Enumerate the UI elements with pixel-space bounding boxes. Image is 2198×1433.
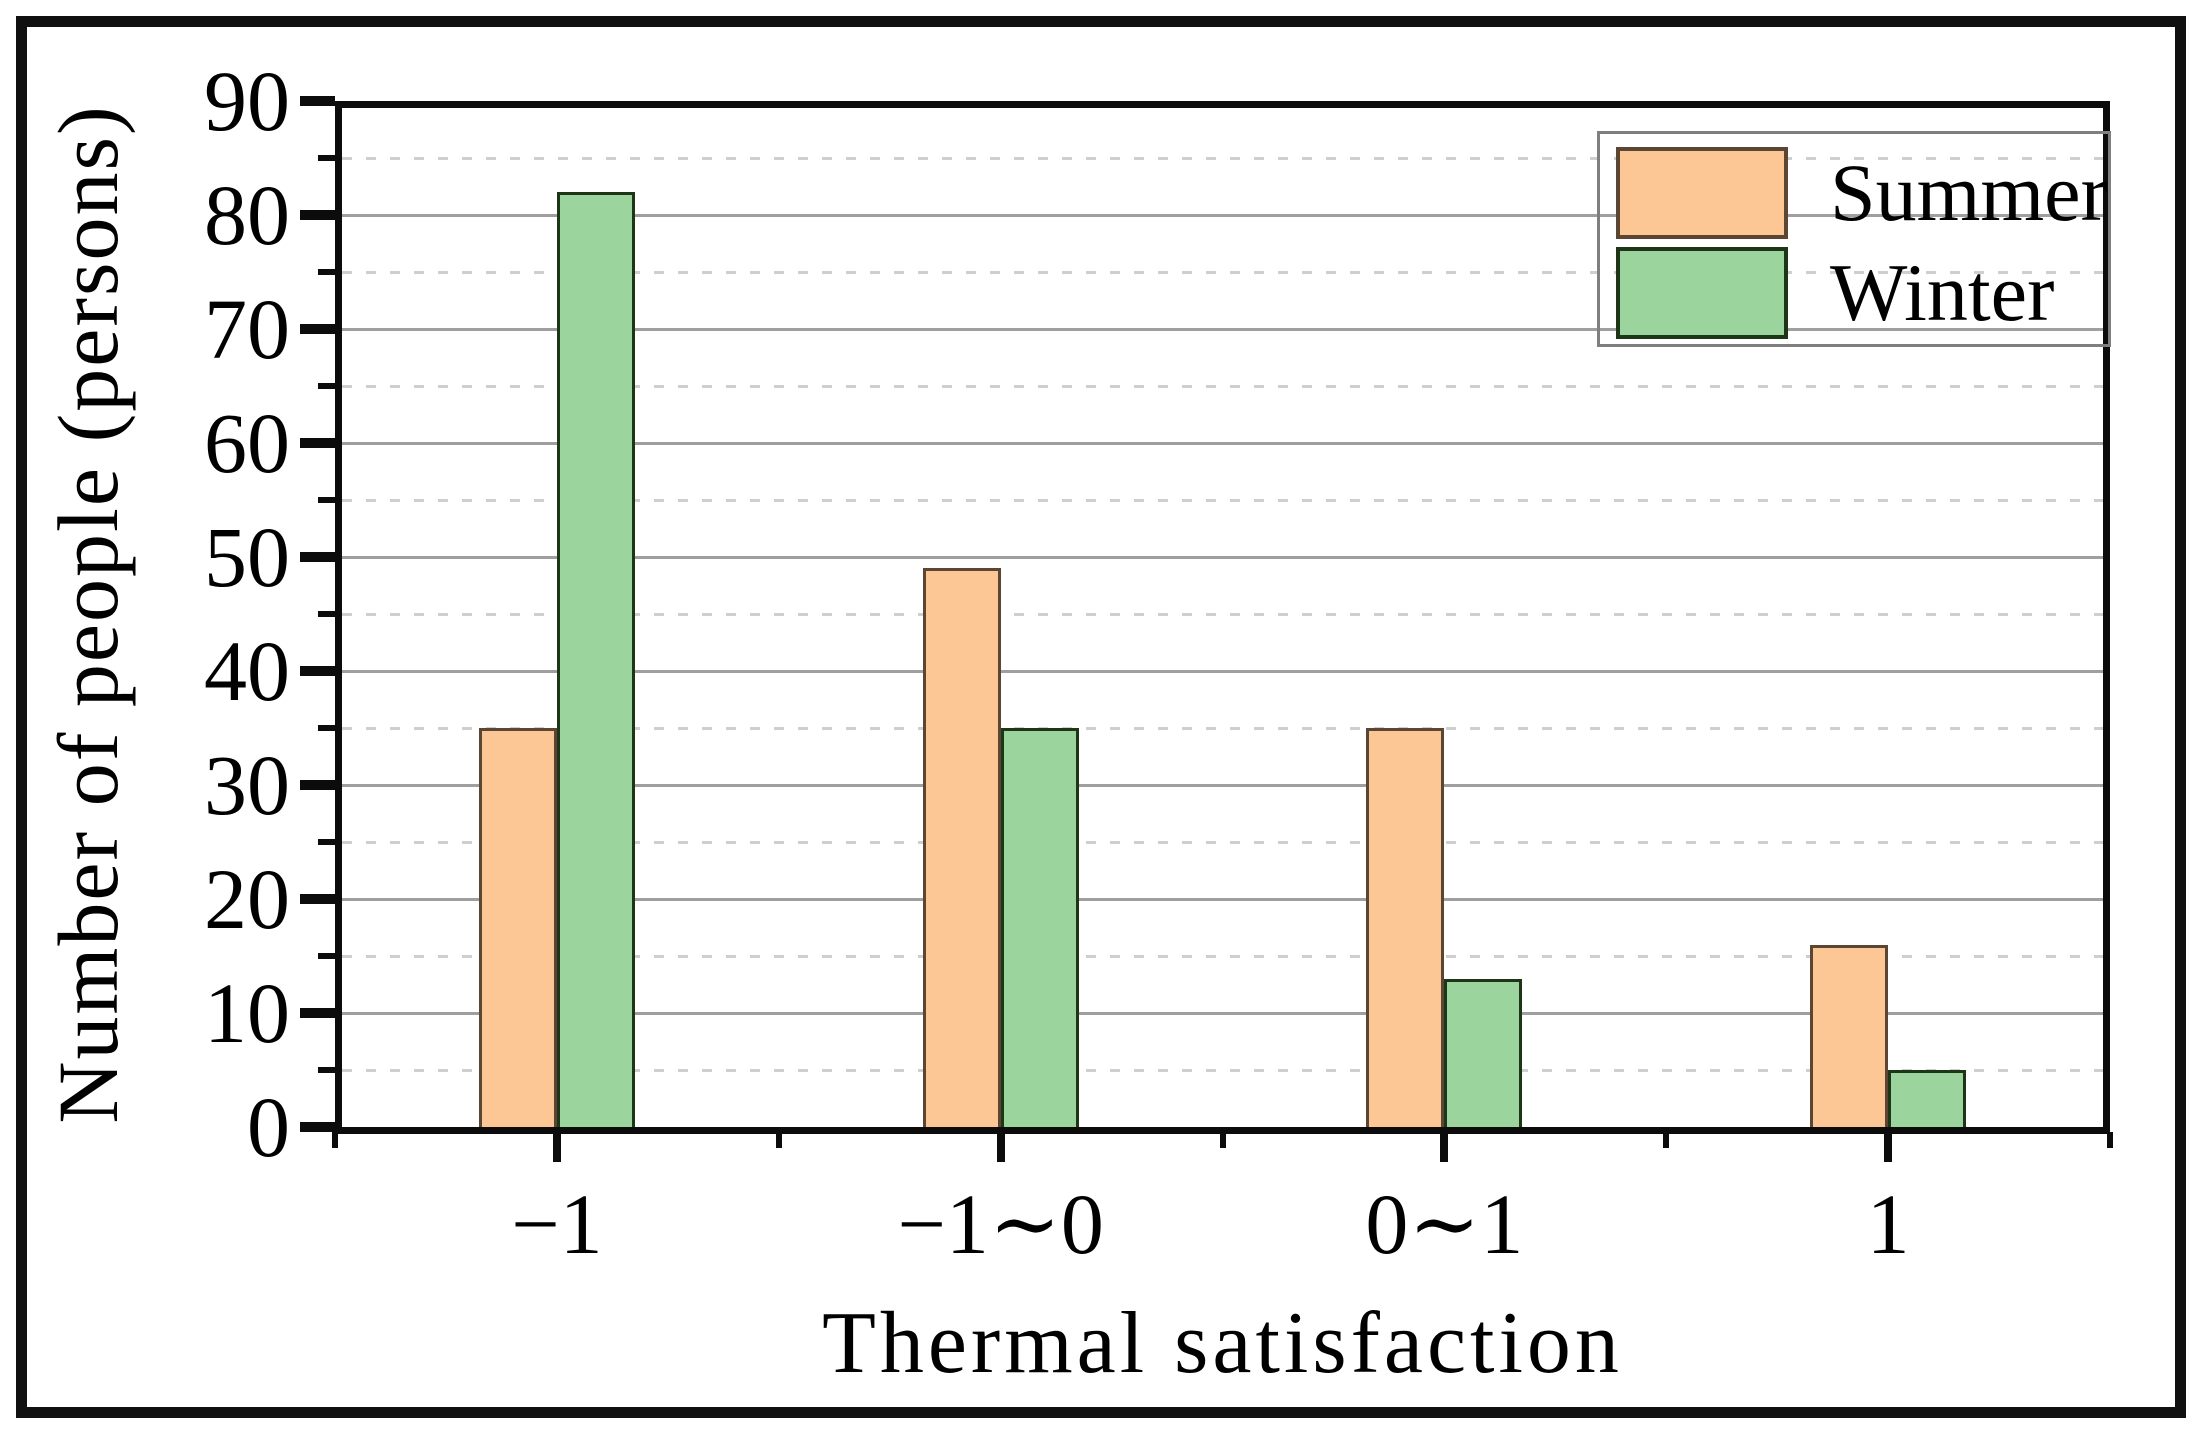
summer-swatch-icon xyxy=(1616,147,1788,239)
minor-gridline xyxy=(342,954,2103,958)
major-gridline xyxy=(342,897,2103,901)
minor-gridline xyxy=(342,726,2103,730)
y-minor-tick xyxy=(318,1067,335,1073)
major-gridline xyxy=(342,1011,2103,1015)
y-tick-label: 40 xyxy=(204,623,290,719)
y-tick-label: 0 xyxy=(247,1079,290,1175)
y-major-tick xyxy=(300,96,335,106)
major-gridline xyxy=(342,213,2103,217)
winter-bar xyxy=(556,192,635,1132)
legend-item-summer: Summer xyxy=(1616,146,2108,240)
minor-gridline xyxy=(342,384,2103,388)
legend-rows: Summer Winter xyxy=(1616,146,2108,340)
summer-bar xyxy=(1810,944,1889,1132)
y-major-tick xyxy=(300,438,335,448)
minor-gridline xyxy=(342,270,2103,274)
major-gridline xyxy=(342,783,2103,787)
winter-bar xyxy=(1888,1070,1967,1132)
y-minor-tick xyxy=(318,611,335,617)
minor-gridline xyxy=(342,612,2103,616)
x-tick-label: −1 xyxy=(511,1176,603,1272)
y-tick-label: 90 xyxy=(204,53,290,149)
x-minor-tick xyxy=(1219,1132,1226,1148)
legend-item-winter: Winter xyxy=(1616,246,2108,340)
y-minor-tick xyxy=(318,953,335,959)
x-tick-label: 1 xyxy=(1866,1176,1910,1272)
y-major-tick xyxy=(300,894,335,904)
legend-label: Summer xyxy=(1830,147,2108,238)
y-tick-label: 50 xyxy=(204,509,290,605)
summer-bar xyxy=(922,568,1001,1132)
major-gridline xyxy=(342,669,2103,673)
x-axis-title: Thermal satisfaction xyxy=(822,1295,1623,1392)
x-tick-label: −1∼0 xyxy=(897,1176,1104,1272)
x-major-tick xyxy=(1440,1132,1449,1162)
y-tick-label: 70 xyxy=(204,281,290,377)
y-tick-label: 10 xyxy=(204,965,290,1061)
figure-border xyxy=(16,16,2186,1418)
x-major-tick xyxy=(996,1132,1005,1162)
legend: Summer Winter xyxy=(1597,131,2111,347)
major-gridline xyxy=(342,555,2103,559)
y-tick-label: 60 xyxy=(204,395,290,491)
winter-swatch-icon xyxy=(1616,247,1788,339)
y-minor-tick xyxy=(318,839,335,845)
major-gridline xyxy=(342,327,2103,331)
x-minor-tick xyxy=(2107,1132,2113,1148)
y-minor-tick xyxy=(318,269,335,275)
y-major-tick xyxy=(300,666,335,676)
x-major-tick xyxy=(552,1132,561,1162)
x-minor-tick xyxy=(1663,1132,1670,1148)
summer-bar xyxy=(1366,728,1445,1132)
minor-gridline xyxy=(342,1068,2103,1072)
y-minor-tick xyxy=(318,725,335,731)
y-tick-label: 30 xyxy=(204,737,290,833)
y-major-tick xyxy=(300,552,335,562)
x-major-tick xyxy=(1884,1132,1893,1162)
y-major-tick xyxy=(300,324,335,334)
y-tick-label: 80 xyxy=(204,167,290,263)
y-major-tick xyxy=(300,210,335,220)
minor-gridline xyxy=(342,840,2103,844)
y-minor-tick xyxy=(318,155,335,161)
y-major-tick xyxy=(300,1122,335,1132)
y-major-tick xyxy=(300,1008,335,1018)
winter-bar xyxy=(1000,728,1079,1132)
minor-gridline xyxy=(342,498,2103,502)
x-tick-label: 0∼1 xyxy=(1365,1176,1524,1272)
y-major-tick xyxy=(300,780,335,790)
x-minor-tick xyxy=(332,1132,338,1148)
summer-bar xyxy=(478,728,557,1132)
major-gridline xyxy=(342,441,2103,445)
y-tick-label: 20 xyxy=(204,851,290,947)
winter-bar xyxy=(1444,978,1523,1132)
minor-gridline xyxy=(342,156,2103,160)
y-minor-tick xyxy=(318,383,335,389)
legend-label: Winter xyxy=(1830,247,2055,338)
x-minor-tick xyxy=(775,1132,782,1148)
y-minor-tick xyxy=(318,497,335,503)
